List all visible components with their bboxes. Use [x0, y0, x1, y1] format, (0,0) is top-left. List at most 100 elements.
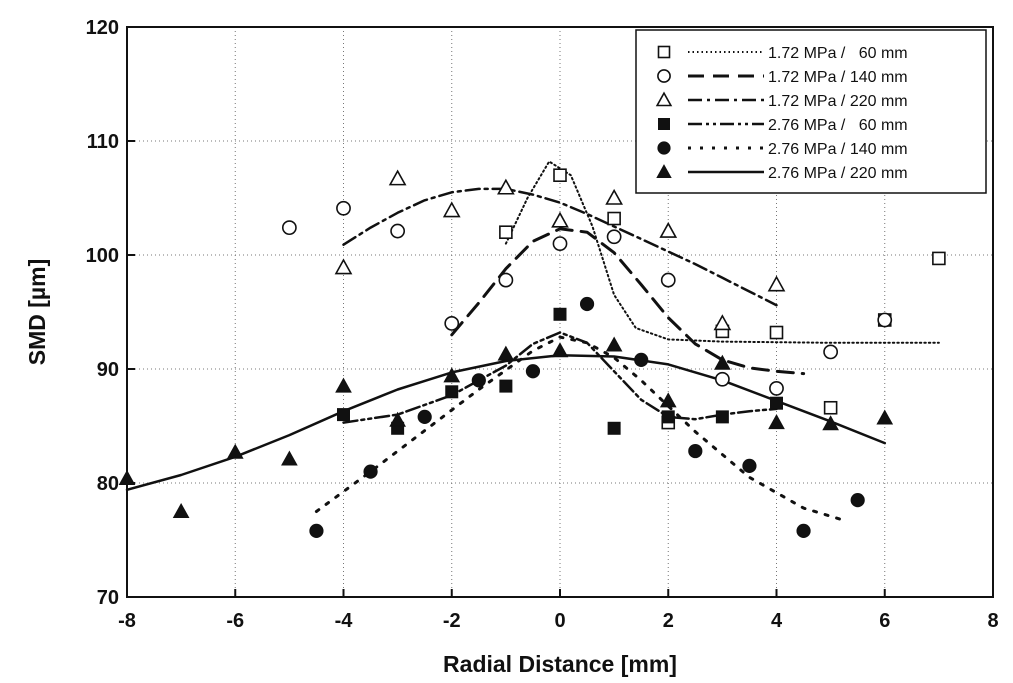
- y-tick-label: 100: [86, 245, 119, 267]
- legend-marker: [657, 45, 671, 59]
- data-point-series-6: [605, 336, 623, 352]
- legend-label: 1.72 MPa / 140 mm: [768, 69, 908, 86]
- x-tick-label: 8: [987, 610, 998, 632]
- x-tick-label: 2: [663, 610, 674, 632]
- x-tick-label: -8: [118, 610, 136, 632]
- x-tick-label: 4: [771, 610, 783, 632]
- legend: 1.72 MPa / 60 mm 1.72 MPa / 140 mm 1.72 MP…: [635, 29, 987, 194]
- data-point-series-6: [226, 443, 244, 459]
- data-point-series-5: [525, 364, 541, 379]
- x-axis-title: Radial Distance [mm]: [443, 651, 677, 677]
- data-point-series-5: [688, 443, 703, 459]
- y-tick-label: 90: [97, 359, 119, 381]
- data-point-series-2: [769, 380, 784, 396]
- data-point-series-3: [767, 275, 786, 292]
- fit-curve-series-3: [342, 187, 778, 307]
- legend-marker: [657, 141, 671, 155]
- data-point-series-2: [336, 200, 351, 216]
- data-point-series-1: [823, 400, 838, 415]
- legend-label: 1.72 MPa / 220 mm: [768, 93, 908, 110]
- legend-label: 2.76 MPa / 60 mm: [768, 117, 908, 134]
- data-point-series-2: [877, 312, 893, 328]
- axis-ticks: -8 -6 -4 -2 0 2 4 6 8 70 80 90 100 110 120: [86, 17, 999, 632]
- data-point-series-1: [607, 211, 621, 226]
- data-point-series-6: [876, 409, 894, 425]
- data-point-series-4: [607, 421, 621, 435]
- data-point-series-6: [335, 377, 352, 393]
- data-point-series-5: [579, 296, 595, 312]
- data-point-series-1: [553, 168, 567, 182]
- data-point-series-5: [471, 373, 486, 388]
- data-point-series-5: [850, 493, 865, 508]
- data-point-series-6: [659, 392, 677, 408]
- legend-box: [635, 29, 987, 194]
- data-point-series-5: [309, 523, 324, 538]
- data-point-series-6: [172, 502, 190, 518]
- x-tick-label: -2: [443, 610, 461, 632]
- fit-curve-series-1: [504, 160, 940, 344]
- x-tick-label: 0: [554, 610, 565, 632]
- fit-curve-series-6: [125, 354, 887, 492]
- data-point-series-3: [659, 221, 678, 238]
- legend-marker: [655, 91, 673, 107]
- data-point-series-6: [714, 354, 731, 370]
- data-point-series-2: [823, 344, 839, 360]
- y-axis-title: SMD [µm]: [24, 259, 50, 366]
- data-point-series-3: [388, 169, 407, 186]
- data-point-series-4: [770, 396, 783, 410]
- data-point-series-2: [444, 315, 460, 331]
- x-tick-label: -6: [226, 610, 244, 632]
- data-points: [118, 168, 946, 538]
- data-point-series-2: [660, 272, 676, 288]
- data-point-series-2: [606, 229, 622, 245]
- data-point-series-6: [822, 415, 839, 431]
- data-point-series-2: [714, 371, 730, 387]
- data-point-series-5: [634, 352, 649, 367]
- x-tick-label: -4: [335, 610, 354, 632]
- data-point-series-2: [552, 236, 568, 251]
- data-point-series-1: [769, 325, 784, 340]
- legend-marker: [657, 69, 671, 83]
- data-point-series-3: [442, 201, 461, 218]
- data-point-series-6: [443, 367, 461, 383]
- data-point-series-5: [796, 523, 811, 538]
- data-point-series-5: [363, 464, 378, 479]
- legend-label: 2.76 MPa / 220 mm: [768, 165, 908, 182]
- legend-label: 1.72 MPa / 60 mm: [768, 45, 908, 62]
- data-point-series-3: [713, 314, 732, 331]
- data-point-series-2: [498, 272, 514, 288]
- data-point-series-6: [281, 450, 298, 466]
- legend-marker: [658, 118, 670, 130]
- data-point-series-6: [768, 414, 785, 430]
- data-point-series-4: [445, 385, 459, 399]
- data-point-series-4: [499, 379, 513, 393]
- data-point-series-4: [337, 408, 350, 422]
- data-point-series-5: [417, 409, 432, 424]
- fit-curve-series-2: [450, 227, 806, 376]
- y-tick-label: 70: [97, 587, 119, 609]
- x-tick-label: 6: [879, 610, 890, 632]
- data-point-series-1: [932, 251, 946, 266]
- y-tick-label: 110: [87, 131, 119, 153]
- data-point-series-3: [551, 211, 569, 228]
- data-point-series-4: [553, 307, 567, 321]
- fit-curve-series-5: [314, 335, 843, 521]
- legend-label: 2.76 MPa / 140 mm: [768, 141, 908, 158]
- data-point-series-3: [605, 188, 623, 205]
- data-point-series-1: [499, 225, 513, 239]
- data-point-series-5: [742, 458, 757, 473]
- data-point-series-2: [281, 220, 297, 236]
- y-tick-label: 120: [86, 17, 119, 39]
- data-point-series-2: [390, 223, 406, 239]
- fit-curves: [125, 160, 940, 521]
- data-point-series-6: [551, 342, 569, 358]
- data-point-series-4: [661, 410, 675, 424]
- data-point-series-4: [715, 410, 729, 424]
- data-point-series-3: [334, 258, 353, 275]
- data-point-series-3: [497, 178, 515, 195]
- data-point-series-6: [389, 411, 406, 427]
- data-point-series-6: [497, 345, 515, 361]
- legend-marker: [656, 164, 672, 178]
- y-tick-label: 80: [97, 473, 119, 495]
